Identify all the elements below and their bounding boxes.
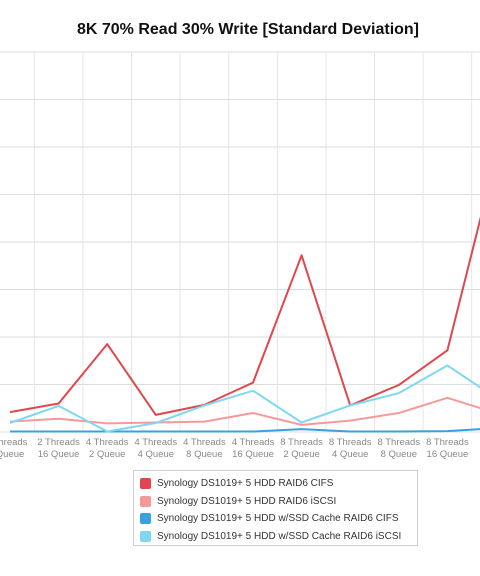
x-tick-label: 2 Queue: [283, 449, 319, 460]
x-tick-label: 16 Queue: [38, 449, 80, 460]
x-tick-label: 8 Queue: [186, 449, 222, 460]
legend-label: Synology DS1019+ 5 HDD w/SSD Cache RAID6…: [157, 513, 399, 525]
x-tick-label: 8 Threads: [280, 437, 323, 448]
x-tick-label: 4 Threads: [232, 437, 275, 448]
x-tick-label: 4 Queue: [138, 449, 174, 460]
chart-title: 8K 70% Read 30% Write [Standard Deviatio…: [77, 21, 419, 38]
x-tick-label: 2 Queue: [89, 449, 125, 460]
x-tick-label: 4 Threads: [183, 437, 226, 448]
series-line-3: [10, 428, 480, 433]
x-tick-label: Queue: [0, 449, 24, 460]
legend-label: Synology DS1019+ 5 HDD w/SSD Cache RAID6…: [157, 530, 402, 542]
x-tick-label: 8 Threads: [377, 437, 420, 448]
series-lines: [9, 216, 480, 433]
x-tick-label: 2 Threads: [37, 437, 80, 448]
legend-swatch: [140, 478, 151, 490]
x-tick-label: 8 Threads: [426, 437, 469, 448]
grid: [0, 51, 480, 433]
series-line-1: [9, 216, 480, 416]
legend-label: Synology DS1019+ 5 HDD RAID6 CIFS: [157, 478, 334, 490]
x-tick-label: Threads: [0, 437, 28, 448]
x-tick-label: 4 Queue: [332, 449, 368, 460]
legend-label: Synology DS1019+ 5 HDD RAID6 iSCSI: [157, 495, 337, 507]
x-tick-label: 8 Queue: [381, 449, 417, 460]
x-tick-label: 4 Threads: [86, 437, 129, 448]
x-tick-label: 16 Queue: [232, 449, 274, 460]
legend-item-3: Synology DS1019+ 5 HDD w/SSD Cache RAID6…: [140, 510, 417, 528]
legend-swatch: [140, 513, 151, 525]
x-tick-label: 4 Threads: [134, 437, 177, 448]
x-tick-label: 16 Queue: [427, 449, 469, 460]
legend-swatch: [140, 495, 151, 507]
legend-swatch: [140, 530, 151, 542]
legend: Synology DS1019+ 5 HDD RAID6 CIFS Synolog…: [133, 470, 418, 546]
x-tick-label: 8 Threads: [329, 437, 372, 448]
series-line-4: [9, 364, 480, 433]
legend-item-1: Synology DS1019+ 5 HDD RAID6 CIFS: [140, 475, 417, 493]
legend-item-4: Synology DS1019+ 5 HDD w/SSD Cache RAID6…: [140, 528, 417, 546]
legend-item-2: Synology DS1019+ 5 HDD RAID6 iSCSI: [140, 493, 417, 511]
series-line-2: [9, 396, 480, 426]
